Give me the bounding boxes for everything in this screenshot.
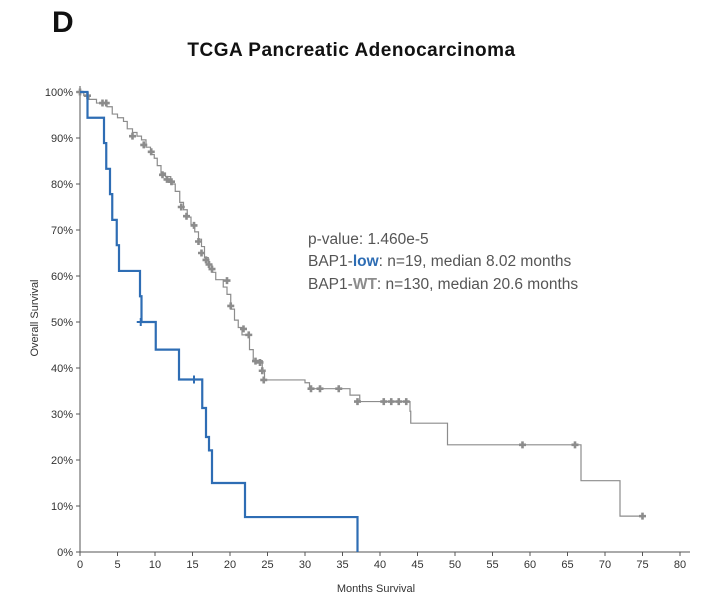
legend-low-rest: : n=19, median 8.02 months: [379, 253, 572, 270]
x-tick-label: 80: [674, 559, 686, 571]
censor-mark-bap1-wt: [140, 141, 148, 149]
censor-mark-bap1-wt: [102, 99, 110, 107]
y-tick-label: 0%: [57, 547, 73, 559]
series-line-bap1-wt: [80, 91, 643, 517]
censor-mark-bap1-wt: [571, 441, 579, 449]
censor-mark-bap1-wt: [198, 249, 205, 257]
x-tick-label: 0: [77, 559, 83, 571]
y-tick-label: 100%: [45, 87, 73, 99]
legend-bap1-wt: BAP1-WT: n=130, median 20.6 months: [308, 276, 578, 293]
censor-mark-bap1-low: [190, 375, 198, 384]
censor-mark-bap1-wt: [307, 385, 315, 393]
censor-mark-bap1-wt: [205, 261, 213, 268]
censor-mark-bap1-wt: [256, 358, 264, 366]
censor-mark-bap1-wt: [387, 398, 395, 406]
censor-mark-bap1-wt: [639, 512, 646, 520]
p-value-text: p-value: 1.460e-5: [308, 231, 429, 248]
censor-mark-bap1-wt: [395, 398, 403, 406]
x-tick-label: 5: [114, 559, 120, 571]
censor-mark-bap1-wt: [202, 256, 210, 264]
panel-label: D: [52, 6, 74, 39]
y-tick-label: 60%: [51, 271, 73, 283]
censor-mark-bap1-low: [136, 318, 145, 326]
legend-wt-emph: WT: [353, 276, 378, 293]
censor-mark-bap1-wt: [380, 398, 388, 406]
y-tick-label: 40%: [51, 363, 73, 375]
censor-mark-bap1-wt: [159, 171, 166, 179]
x-tick-label: 55: [486, 559, 498, 571]
legend-bap1-low: BAP1-low: n=19, median 8.02 months: [308, 253, 571, 270]
series-layer: [76, 88, 646, 552]
x-tick-label: 60: [524, 559, 536, 571]
legend-low-emph: low: [353, 253, 380, 270]
censor-mark-bap1-wt: [354, 398, 361, 406]
censor-mark-bap1-wt: [240, 325, 247, 333]
censor-mark-bap1-wt: [260, 376, 268, 384]
censor-mark-bap1-wt: [252, 357, 259, 365]
x-tick-label: 25: [261, 559, 273, 571]
y-tick-label: 30%: [51, 409, 73, 421]
censor-mark-bap1-wt: [227, 302, 235, 310]
censor-mark-bap1-wt: [258, 367, 266, 375]
y-tick-label: 10%: [51, 501, 73, 513]
censor-mark-bap1-wt: [519, 441, 526, 449]
censor-mark-bap1-wt: [195, 238, 202, 245]
x-tick-label: 50: [449, 559, 461, 571]
censor-mark-bap1-wt: [208, 265, 216, 273]
censor-mark-bap1-wt: [223, 277, 231, 285]
axes: 0 5 10 15 20 25 30 35 40 45 50 55 60 65 70 75 80 0% 10% 20%…: [45, 86, 690, 571]
x-tick-label: 20: [224, 559, 236, 571]
censor-mark-bap1-wt: [183, 212, 190, 220]
x-tick-label: 30: [299, 559, 311, 571]
y-tick-label: 70%: [51, 225, 73, 237]
censor-mark-bap1-wt: [335, 385, 343, 393]
censor-mark-bap1-wt: [147, 148, 155, 156]
legend-low-prefix: BAP1-: [308, 253, 353, 270]
censor-mark-bap1-wt: [177, 203, 185, 211]
x-tick-label: 10: [149, 559, 161, 571]
y-axis-title: Overall Survival: [29, 279, 41, 356]
x-tick-label: 45: [411, 559, 423, 571]
y-tick-label: 80%: [51, 179, 73, 191]
x-tick-label: 40: [374, 559, 386, 571]
x-tick-label: 65: [561, 559, 573, 571]
y-tick-label: 90%: [51, 133, 73, 145]
censor-mark-bap1-wt: [129, 132, 136, 140]
x-axis-title: Months Survival: [337, 583, 415, 595]
x-tick-label: 35: [336, 559, 348, 571]
censor-mark-bap1-wt: [168, 178, 175, 186]
y-tick-label: 20%: [51, 455, 73, 467]
censor-mark-bap1-wt: [245, 331, 253, 339]
series-line-bap1-low: [80, 90, 359, 552]
legend-wt-rest: : n=130, median 20.6 months: [377, 276, 578, 293]
x-tick-label: 70: [599, 559, 611, 571]
censor-mark-bap1-wt: [163, 175, 171, 183]
x-tick-label: 15: [186, 559, 198, 571]
legend-wt-prefix: BAP1-: [308, 276, 353, 293]
chart-title: TCGA Pancreatic Adenocarcinoma: [187, 40, 516, 61]
censor-mark-bap1-wt: [402, 398, 410, 406]
censor-mark-bap1-wt: [316, 385, 324, 393]
censor-mark-bap1-wt: [190, 221, 198, 229]
y-tick-label: 50%: [51, 317, 73, 329]
x-tick-label: 75: [636, 559, 648, 571]
